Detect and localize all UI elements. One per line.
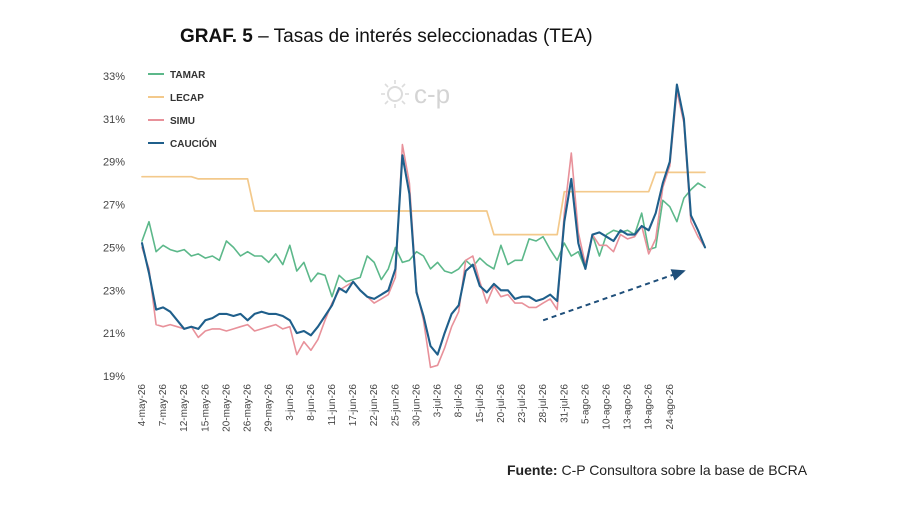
x-tick-label: 26-may-26 <box>243 384 254 432</box>
x-tick-label: 12-may-26 <box>179 384 190 432</box>
x-tick-label: 10-ago-26 <box>601 384 612 430</box>
x-tick-label: 17-jun-26 <box>348 384 359 427</box>
x-tick-label: 5-ago-26 <box>580 384 591 424</box>
legend-label: CAUCIÓN <box>170 137 217 150</box>
x-tick-label: 3-jun-26 <box>285 384 296 421</box>
chart-title: GRAF. 5 – Tasas de interés seleccionadas… <box>180 26 593 48</box>
series-layer <box>140 83 707 369</box>
legend-label: SIMU <box>170 116 195 127</box>
x-tick-label: 13-ago-26 <box>623 384 634 430</box>
source-text: C-P Consultora sobre la base de BCRA <box>561 462 808 478</box>
x-tick-label: 8-jul-26 <box>454 384 465 418</box>
y-tick-label: 31% <box>103 114 125 126</box>
source-note: Fuente: C-P Consultora sobre la base de … <box>507 462 807 478</box>
x-tick-label: 25-jun-26 <box>390 384 401 427</box>
x-tick-label: 29-may-26 <box>264 384 275 432</box>
y-axis: 33% 31% 29% 27% 25% 23% 21% 19% <box>103 71 125 383</box>
x-tick-label: 20-may-26 <box>221 384 232 432</box>
watermark: c-p <box>381 79 450 109</box>
y-tick-label: 33% <box>103 71 125 83</box>
x-tick-label: 11-jun-26 <box>327 384 338 426</box>
source-label: Fuente: <box>507 462 558 478</box>
series-line-caucin <box>140 83 707 356</box>
series-line-simu <box>141 90 706 369</box>
x-tick-label: 28-jul-26 <box>538 384 549 423</box>
x-tick-label: 3-jul-26 <box>433 384 444 418</box>
series-line-lecap <box>141 171 706 236</box>
legend-label: TAMAR <box>170 70 206 81</box>
y-tick-label: 25% <box>103 242 125 254</box>
chart-title-text: – Tasas de interés seleccionadas (TEA) <box>258 26 593 47</box>
x-tick-label: 31-jul-26 <box>559 384 570 423</box>
x-tick-label: 15-jul-26 <box>475 384 486 423</box>
chart-title-prefix: GRAF. 5 <box>180 26 253 47</box>
legend: TAMAR LECAP SIMU CAUCIÓN <box>148 70 217 150</box>
x-tick-label: 4-may-26 <box>137 384 148 427</box>
x-tick-label: 20-jul-26 <box>496 384 507 423</box>
x-tick-label: 8-jun-26 <box>306 384 317 421</box>
y-tick-label: 23% <box>103 285 125 297</box>
y-tick-label: 21% <box>103 328 125 340</box>
y-tick-label: 27% <box>103 200 125 212</box>
trend-arrow <box>542 269 686 322</box>
x-tick-label: 7-may-26 <box>158 384 169 427</box>
x-tick-label: 19-ago-26 <box>644 384 655 430</box>
x-tick-label: 23-jul-26 <box>517 384 528 423</box>
watermark-text: c-p <box>414 79 450 109</box>
y-tick-label: 29% <box>103 157 125 169</box>
y-tick-label: 19% <box>103 371 125 383</box>
x-tick-label: 15-may-26 <box>200 384 211 432</box>
x-tick-label: 22-jun-26 <box>369 384 380 427</box>
annotation-layer <box>542 269 686 322</box>
x-tick-label: 24-ago-26 <box>665 384 676 430</box>
legend-label: LECAP <box>170 93 204 104</box>
x-tick-label: 30-jun-26 <box>411 384 422 427</box>
watermark-logo-icon <box>381 80 409 108</box>
series-line-tamar <box>141 182 706 298</box>
x-axis: 4-may-26 7-may-26 12-may-26 15-may-26 20-may… <box>137 384 676 432</box>
